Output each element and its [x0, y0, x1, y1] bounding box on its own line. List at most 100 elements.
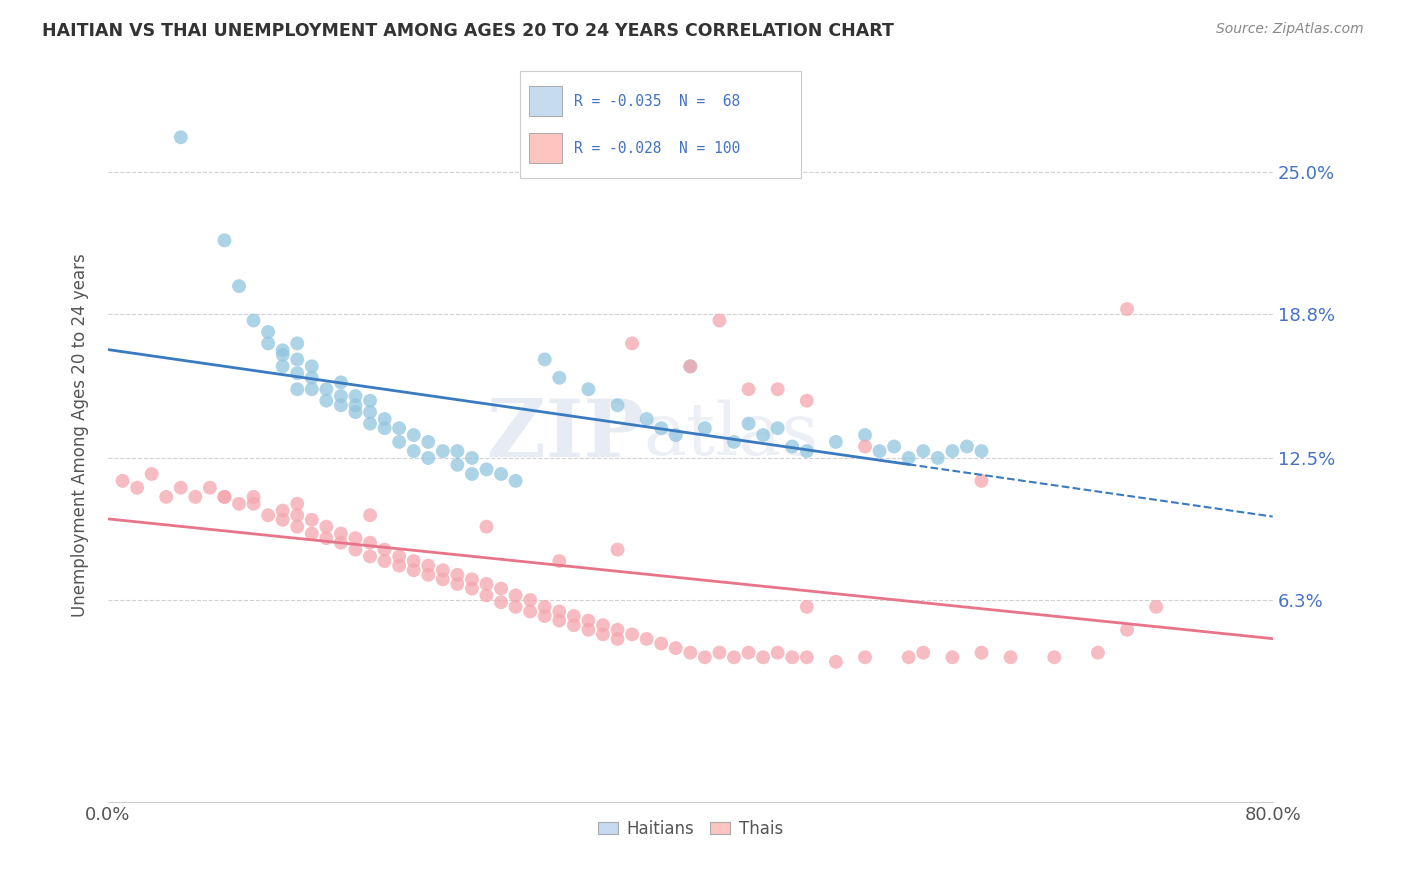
- Point: [374, 412, 396, 426]
- Point: [374, 542, 396, 557]
- Point: [242, 490, 264, 504]
- Point: [941, 650, 963, 665]
- Point: [796, 444, 818, 458]
- Point: [970, 444, 993, 458]
- Point: [737, 382, 759, 396]
- Point: [665, 428, 688, 442]
- Point: [519, 604, 541, 618]
- Point: [359, 535, 381, 549]
- Point: [475, 519, 498, 533]
- Text: Source: ZipAtlas.com: Source: ZipAtlas.com: [1216, 22, 1364, 37]
- Point: [1116, 623, 1139, 637]
- Point: [1087, 646, 1109, 660]
- Point: [359, 417, 381, 431]
- Point: [475, 577, 498, 591]
- Point: [912, 646, 935, 660]
- Point: [650, 636, 672, 650]
- Point: [825, 434, 848, 449]
- Point: [533, 352, 555, 367]
- Point: [780, 440, 803, 454]
- Point: [446, 577, 468, 591]
- Point: [285, 366, 308, 380]
- Point: [1116, 301, 1139, 316]
- Point: [418, 434, 440, 449]
- Point: [315, 393, 337, 408]
- Point: [257, 508, 280, 523]
- Point: [271, 348, 294, 362]
- Point: [752, 428, 775, 442]
- Point: [271, 343, 294, 358]
- Point: [709, 313, 731, 327]
- Point: [533, 609, 555, 624]
- Point: [374, 421, 396, 435]
- Point: [606, 632, 628, 646]
- Point: [285, 336, 308, 351]
- Point: [388, 421, 411, 435]
- Point: [301, 526, 323, 541]
- Point: [636, 632, 658, 646]
- Point: [897, 450, 920, 465]
- Point: [402, 554, 425, 568]
- Point: [562, 618, 585, 632]
- Point: [766, 421, 789, 435]
- Point: [636, 412, 658, 426]
- Point: [737, 646, 759, 660]
- Point: [242, 313, 264, 327]
- Point: [418, 450, 440, 465]
- Point: [402, 444, 425, 458]
- Point: [432, 563, 454, 577]
- FancyBboxPatch shape: [529, 134, 562, 163]
- Point: [344, 405, 367, 419]
- Point: [301, 371, 323, 385]
- Point: [519, 593, 541, 607]
- Point: [329, 398, 352, 412]
- Point: [285, 382, 308, 396]
- Point: [344, 398, 367, 412]
- Point: [621, 627, 644, 641]
- Point: [912, 444, 935, 458]
- Point: [621, 336, 644, 351]
- Point: [869, 444, 891, 458]
- Point: [359, 405, 381, 419]
- Point: [461, 573, 484, 587]
- Point: [606, 542, 628, 557]
- Point: [548, 371, 571, 385]
- Point: [344, 542, 367, 557]
- Point: [329, 535, 352, 549]
- Point: [388, 549, 411, 564]
- Point: [475, 588, 498, 602]
- Point: [315, 531, 337, 545]
- Point: [155, 490, 177, 504]
- Point: [853, 440, 876, 454]
- Point: [970, 646, 993, 660]
- Point: [548, 554, 571, 568]
- Point: [402, 563, 425, 577]
- Point: [446, 458, 468, 472]
- Point: [505, 599, 527, 614]
- Point: [359, 393, 381, 408]
- Point: [344, 389, 367, 403]
- Point: [737, 417, 759, 431]
- Point: [315, 519, 337, 533]
- Point: [693, 650, 716, 665]
- Point: [402, 428, 425, 442]
- Point: [418, 558, 440, 573]
- Point: [111, 474, 134, 488]
- Point: [461, 450, 484, 465]
- Point: [548, 604, 571, 618]
- Point: [214, 490, 236, 504]
- FancyBboxPatch shape: [529, 87, 562, 116]
- Point: [127, 481, 149, 495]
- Point: [301, 513, 323, 527]
- Point: [184, 490, 207, 504]
- Text: ZIP: ZIP: [486, 396, 644, 474]
- Point: [679, 359, 702, 374]
- Point: [271, 513, 294, 527]
- Point: [723, 434, 745, 449]
- Point: [271, 359, 294, 374]
- Point: [214, 490, 236, 504]
- Point: [606, 398, 628, 412]
- Point: [766, 646, 789, 660]
- Point: [461, 582, 484, 596]
- Point: [505, 588, 527, 602]
